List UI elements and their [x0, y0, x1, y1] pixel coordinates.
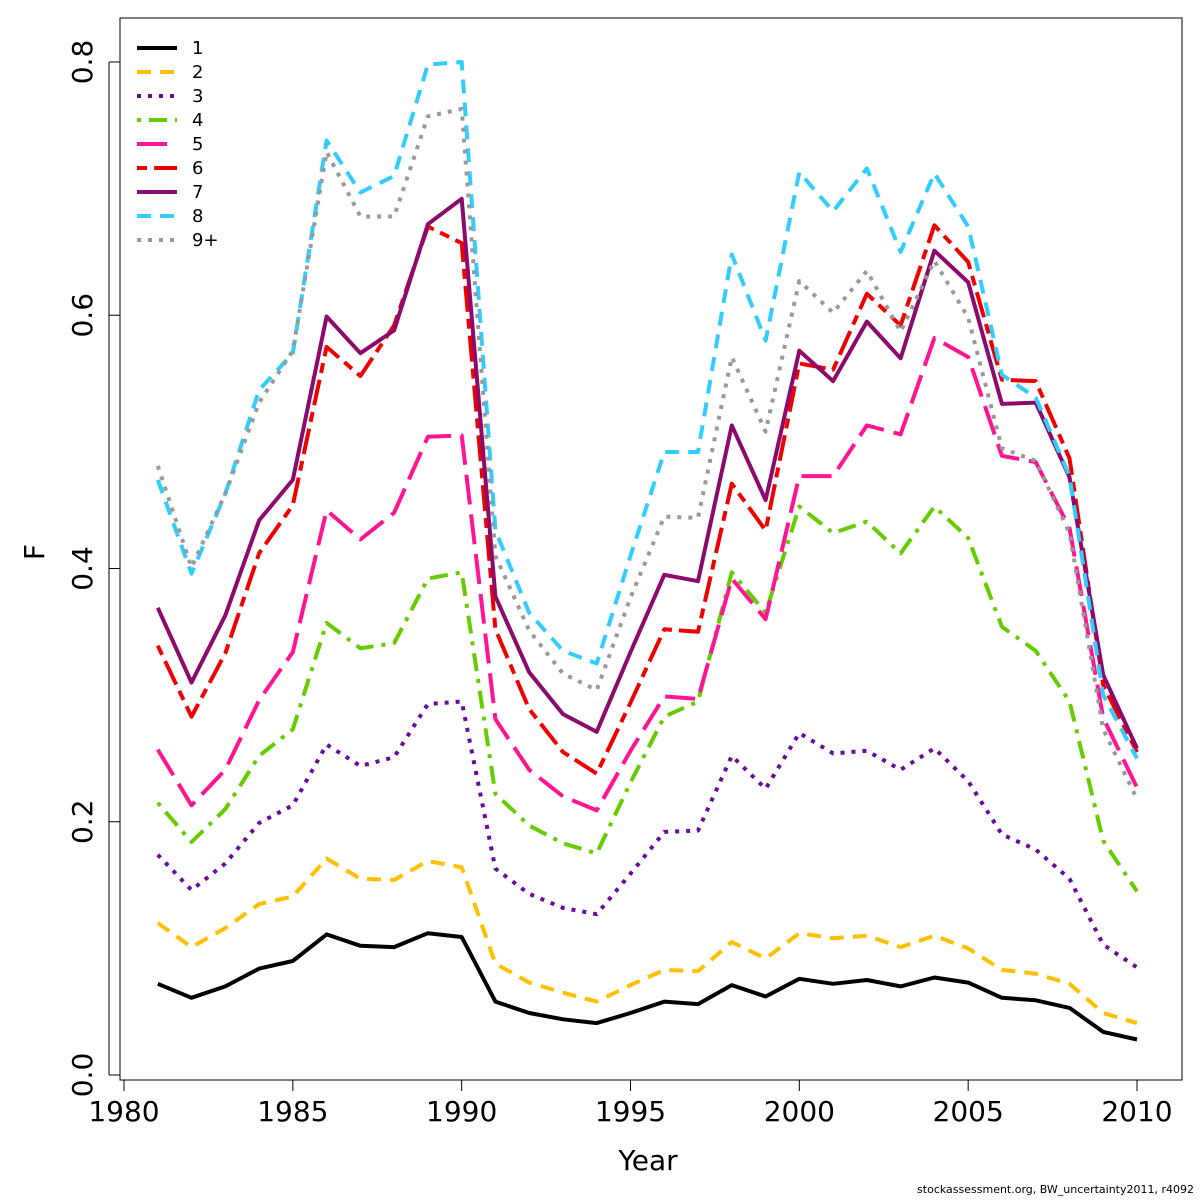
y-tick-label: 0.8: [66, 40, 99, 85]
x-tick-label: 1980: [88, 1095, 159, 1128]
x-tick-label: 1990: [426, 1095, 497, 1128]
legend-label: 9+: [192, 230, 219, 251]
legend-label: 7: [192, 182, 203, 203]
series-line-4: [156, 504, 1139, 893]
footer-credit: stockassessment.org, BW_uncertainty2011,…: [917, 1183, 1194, 1196]
x-tick-label: 1995: [595, 1095, 666, 1128]
series-line-6: [155, 223, 1139, 776]
legend-label: 4: [192, 110, 203, 131]
legend: 1 2 3 4 5 6 7 8 9+: [137, 38, 219, 251]
series-layer: [155, 60, 1139, 1042]
y-tick-label: 0.4: [66, 546, 99, 591]
series-line-8: [155, 60, 1139, 760]
x-tick-label: 2010: [1101, 1095, 1172, 1128]
legend-label: 6: [192, 158, 203, 179]
x-tick-label: 1985: [257, 1095, 328, 1128]
y-tick-label: 0.2: [66, 799, 99, 844]
y-tick-label: 0.6: [66, 293, 99, 338]
x-tick-label: 2000: [764, 1095, 835, 1128]
x-axis-title: Year: [617, 1144, 678, 1177]
series-line-5: [156, 336, 1139, 813]
y-axis-title: F: [18, 544, 51, 560]
legend-label: 1: [192, 38, 203, 59]
x-tick-label: 2005: [933, 1095, 1004, 1128]
legend-label: 5: [192, 134, 203, 155]
series-line-7: [155, 196, 1139, 750]
x-axis: 1980 1985 1990 1995 2000 2005 2010: [88, 1079, 1173, 1128]
legend-label: 8: [192, 206, 203, 227]
y-tick-label: 0.0: [66, 1053, 99, 1098]
y-axis: 0.0 0.2 0.4 0.6 0.8: [66, 40, 120, 1098]
legend-label: 3: [192, 86, 203, 107]
series-line-1: [157, 931, 1138, 1042]
series-line-2: [156, 856, 1138, 1026]
legend-label: 2: [192, 62, 203, 83]
